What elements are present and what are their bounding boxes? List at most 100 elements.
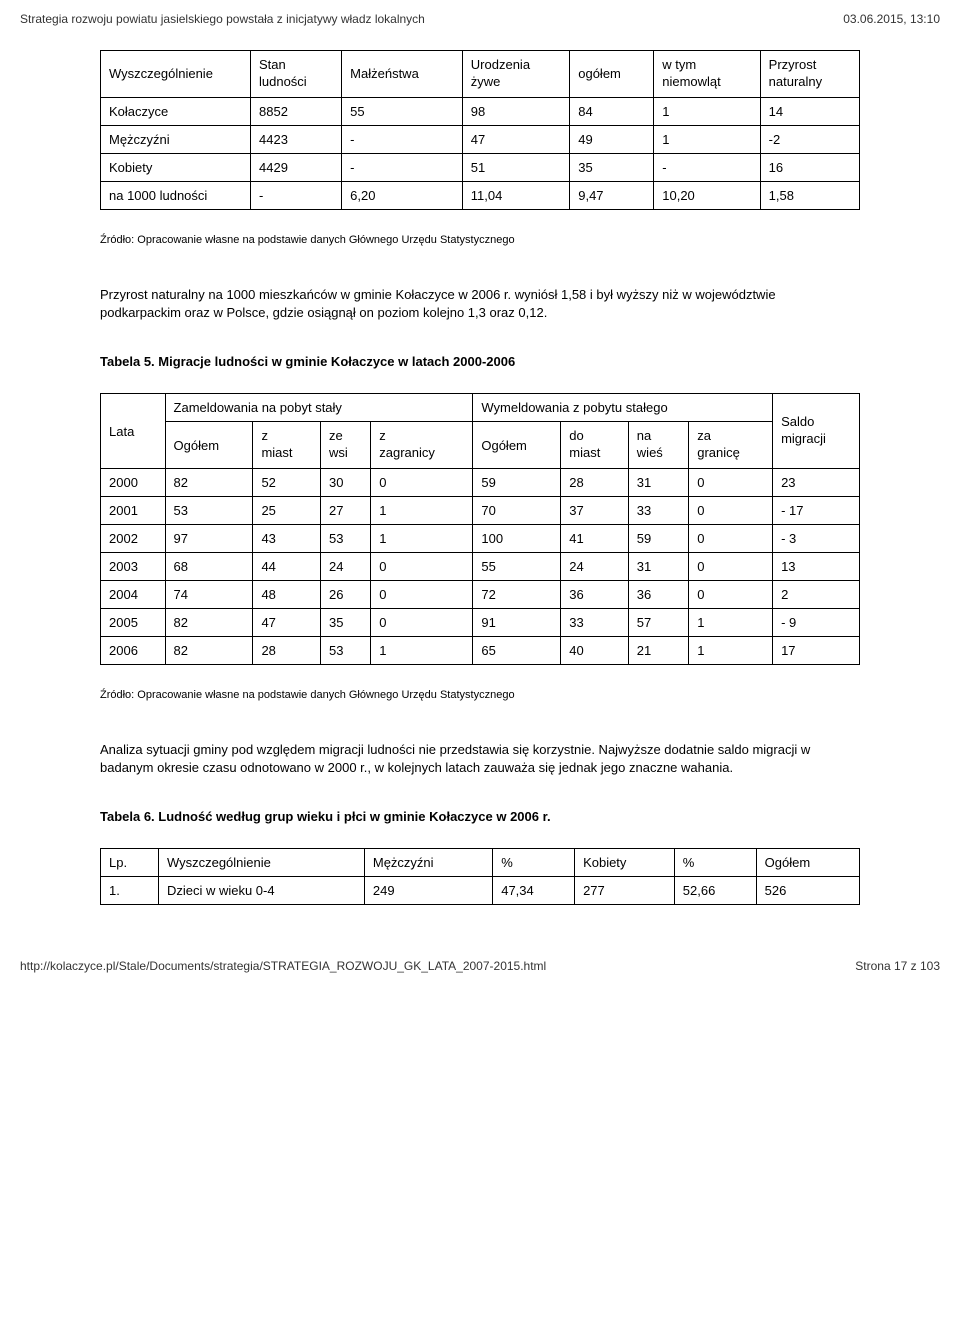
cell: 33 (561, 608, 629, 636)
table-row: 200582473509133571- 9 (101, 608, 860, 636)
cell: 68 (165, 552, 253, 580)
cell: 2001 (101, 496, 166, 524)
source-note-1: Źródło: Opracowanie własne na podstawie … (100, 234, 860, 246)
table-row: 1. Dzieci w wieku 0-4 249 47,34 277 52,6… (101, 877, 860, 905)
cell: 1 (371, 636, 473, 664)
doc-title: Strategia rozwoju powiatu jasielskiego p… (20, 12, 425, 26)
cell: 97 (165, 524, 253, 552)
cell: 100 (473, 524, 561, 552)
cell: - (342, 125, 463, 153)
cell: 0 (689, 580, 773, 608)
cell: 49 (570, 125, 654, 153)
cell: 30 (320, 468, 370, 496)
cell: Kobiety (101, 153, 251, 181)
th-lata: Lata (101, 394, 166, 469)
footer-page: Strona 17 z 103 (855, 959, 940, 973)
cell: 53 (320, 524, 370, 552)
cell: - (342, 153, 463, 181)
th-zmiast: zmiast (253, 422, 321, 469)
cell: 53 (320, 636, 370, 664)
paragraph-1: Przyrost naturalny na 1000 mieszkańców w… (100, 286, 860, 322)
cell: 2006 (101, 636, 166, 664)
cell: 1 (371, 496, 473, 524)
table-row: 20008252300592831023 (101, 468, 860, 496)
th-p1: % (493, 849, 575, 877)
cell: 47,34 (493, 877, 575, 905)
th-zagr: zagranicę (689, 422, 773, 469)
cell: 0 (689, 524, 773, 552)
cell: 40 (561, 636, 629, 664)
page-header: Strategia rozwoju powiatu jasielskiego p… (20, 12, 940, 26)
cell: 2003 (101, 552, 166, 580)
cell: 25 (253, 496, 321, 524)
cell: 0 (689, 552, 773, 580)
cell: - 17 (773, 496, 860, 524)
cell: - 9 (773, 608, 860, 636)
cell: 35 (320, 608, 370, 636)
cell: Mężczyźni (101, 125, 251, 153)
cell: 1 (689, 608, 773, 636)
cell: 26 (320, 580, 370, 608)
th-wym: Wymeldowania z pobytu stałego (473, 394, 773, 422)
cell: 2005 (101, 608, 166, 636)
cell: 24 (561, 552, 629, 580)
table-row: Mężczyźni 4423 - 47 49 1 -2 (101, 125, 860, 153)
cell: 1. (101, 877, 159, 905)
cell: - (654, 153, 760, 181)
cell: 31 (628, 468, 688, 496)
th-lp: Lp. (101, 849, 159, 877)
table-row: Kobiety 4429 - 51 35 - 16 (101, 153, 860, 181)
cell: 74 (165, 580, 253, 608)
cell: 0 (689, 496, 773, 524)
cell: 24 (320, 552, 370, 580)
cell: Kołaczyce (101, 97, 251, 125)
cell: 10,20 (654, 181, 760, 209)
cell: 1 (654, 125, 760, 153)
cell: 1 (371, 524, 473, 552)
cell: 36 (561, 580, 629, 608)
table-row: 20068228531654021117 (101, 636, 860, 664)
table-row: 20036844240552431013 (101, 552, 860, 580)
cell: 48 (253, 580, 321, 608)
cell: 2 (773, 580, 860, 608)
cell: 0 (371, 468, 473, 496)
th-og: Ogółem (756, 849, 859, 877)
cell: 14 (760, 97, 859, 125)
cell: Dzieci w wieku 0-4 (158, 877, 364, 905)
th-ogolem2: Ogółem (473, 422, 561, 469)
cell: 82 (165, 636, 253, 664)
th-zam: Zameldowania na pobyt stały (165, 394, 473, 422)
cell: 44 (253, 552, 321, 580)
cell: 47 (253, 608, 321, 636)
cell: 57 (628, 608, 688, 636)
cell: 8852 (251, 97, 342, 125)
table-row: 2004744826072363602 (101, 580, 860, 608)
cell: 51 (462, 153, 569, 181)
th-ogolem1: Ogółem (165, 422, 253, 469)
cell: 33 (628, 496, 688, 524)
cell: 70 (473, 496, 561, 524)
table-row: Kołaczyce 8852 55 98 84 1 14 (101, 97, 860, 125)
cell: 28 (253, 636, 321, 664)
cell: 16 (760, 153, 859, 181)
th-zzagr: zzagranicy (371, 422, 473, 469)
cell: 21 (628, 636, 688, 664)
cell: 37 (561, 496, 629, 524)
cell: 82 (165, 608, 253, 636)
th-wtym: w tymniemowląt (654, 51, 760, 98)
table-caption-6: Tabela 6. Ludność według grup wieku i pł… (100, 809, 860, 824)
th-malz: Małżeństwa (342, 51, 463, 98)
th-domiast: domiast (561, 422, 629, 469)
footer-url: http://kolaczyce.pl/Stale/Documents/stra… (20, 959, 546, 973)
table-row: na 1000 ludności - 6,20 11,04 9,47 10,20… (101, 181, 860, 209)
cell: 249 (364, 877, 492, 905)
cell: 52 (253, 468, 321, 496)
th-saldo: Saldomigracji (773, 394, 860, 469)
th-urodz: Urodzeniażywe (462, 51, 569, 98)
cell: 11,04 (462, 181, 569, 209)
cell: na 1000 ludności (101, 181, 251, 209)
cell: 59 (628, 524, 688, 552)
cell: 31 (628, 552, 688, 580)
content: Wyszczególnienie Stanludności Małżeństwa… (20, 50, 940, 905)
table-row: 200153252717037330- 17 (101, 496, 860, 524)
